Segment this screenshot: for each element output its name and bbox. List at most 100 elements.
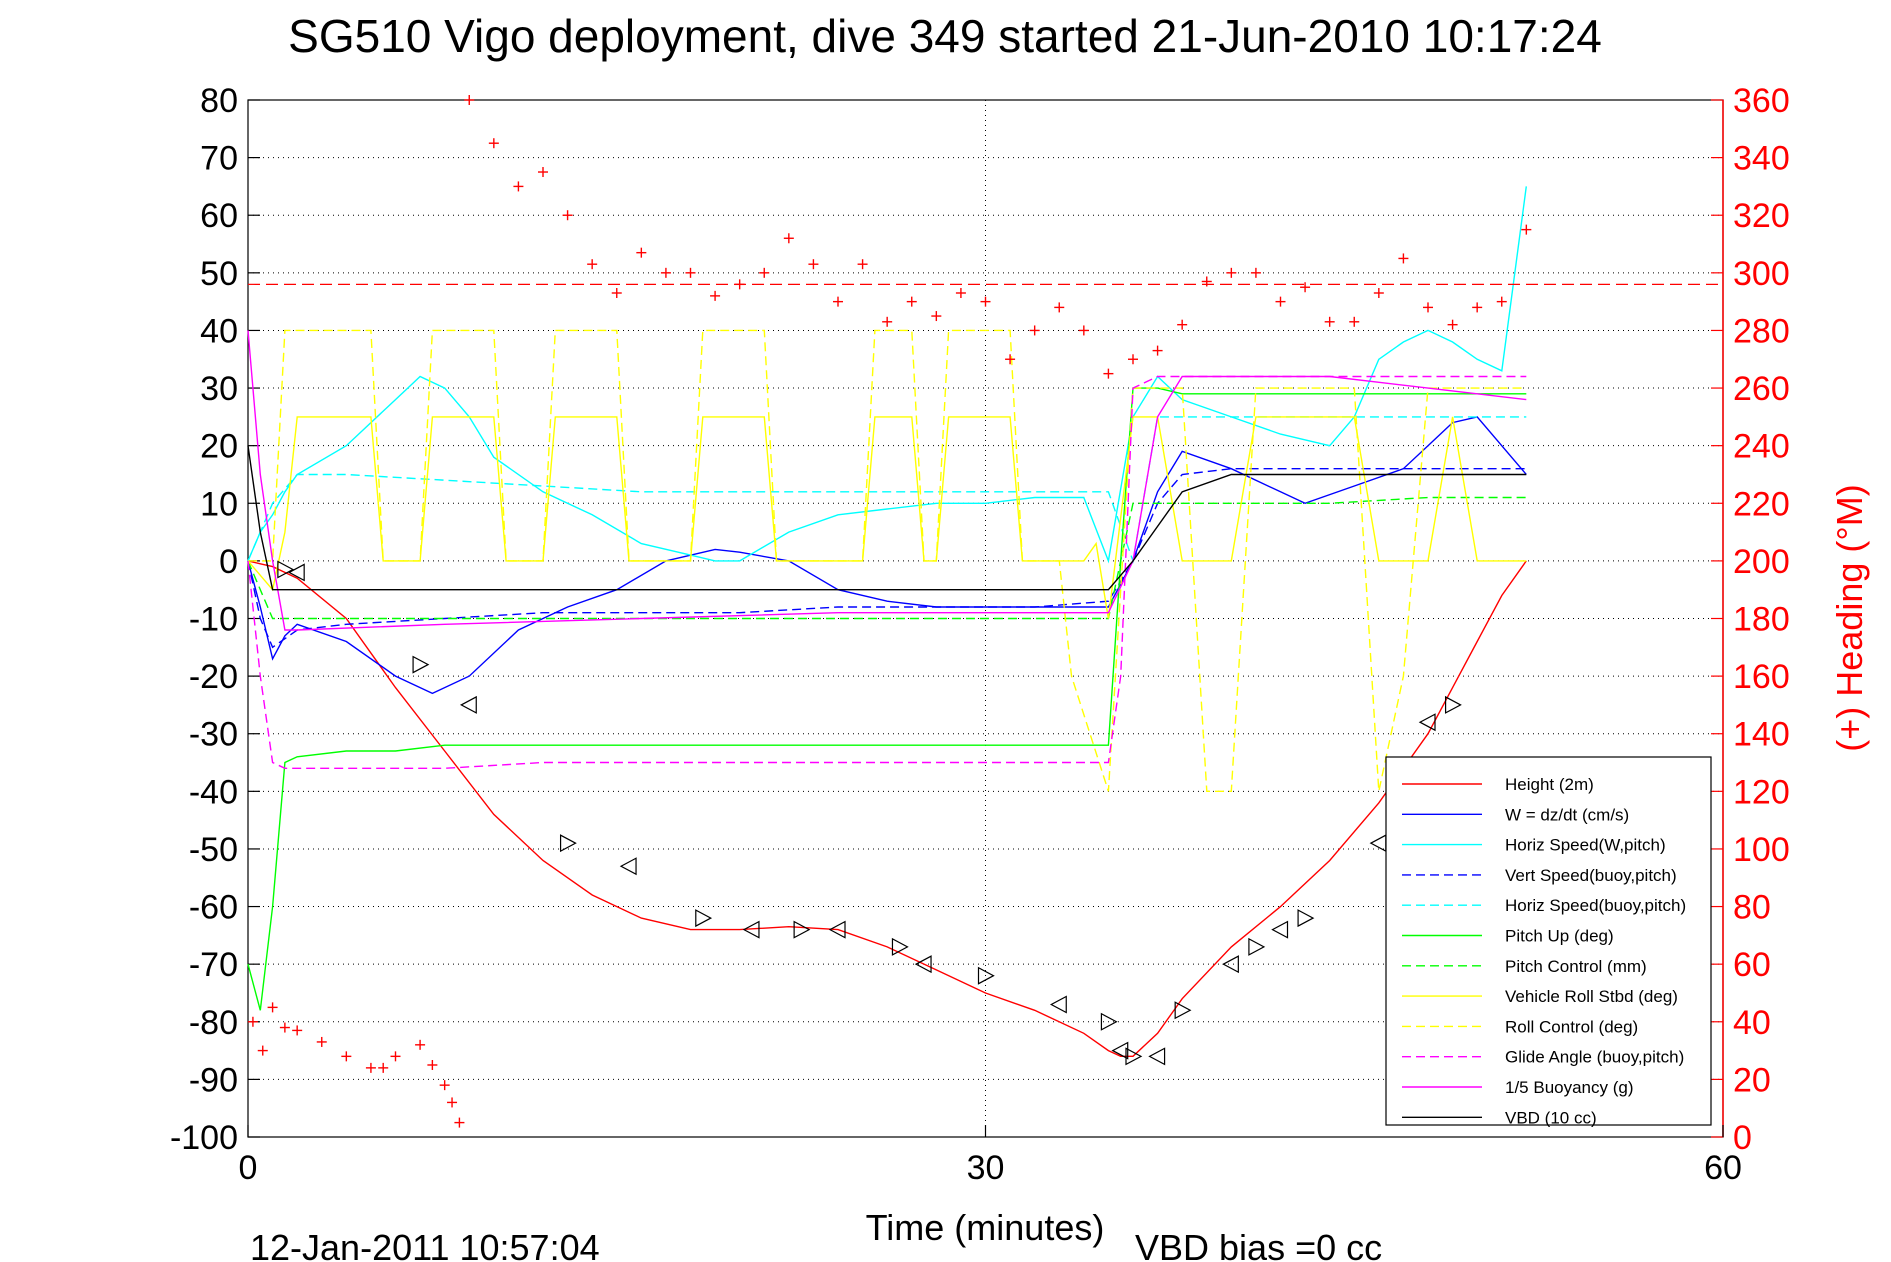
turn-marker xyxy=(277,560,295,579)
x-axis: 0 30 60 xyxy=(239,1125,1742,1187)
legend-label-1: W = dz/dt (cm/s) xyxy=(1505,805,1629,824)
legend-label-7: Vehicle Roll Stbd (deg) xyxy=(1505,987,1678,1006)
legend: Height (2m) W = dz/dt (cm/s) Horiz Speed(W… xyxy=(1385,756,1712,1127)
heading-marker xyxy=(390,1051,401,1062)
y-tick-label-left: 80 xyxy=(200,82,238,120)
heading-marker xyxy=(660,267,671,278)
heading-marker xyxy=(1423,302,1433,313)
series-line-0 xyxy=(247,560,1527,1058)
turn-marker xyxy=(459,695,477,714)
heading-marker xyxy=(488,138,499,149)
turn-marker xyxy=(1271,920,1289,939)
series-line-4 xyxy=(247,416,1527,564)
heading-marker xyxy=(611,287,622,298)
y-tick-label-right: 220 xyxy=(1733,485,1790,523)
heading-marker xyxy=(341,1051,352,1062)
y-tick-label-right: 100 xyxy=(1733,831,1790,869)
turn-marker xyxy=(1444,695,1462,714)
y-tick-label-left: -60 xyxy=(189,889,238,927)
turn-marker xyxy=(793,920,811,939)
heading-marker xyxy=(710,290,721,301)
y-tick-label-left: -40 xyxy=(189,773,238,811)
heading-markers xyxy=(247,95,1532,1128)
heading-marker xyxy=(1521,224,1532,235)
legend-box xyxy=(1385,756,1712,1126)
y-tick-label-right: 280 xyxy=(1733,312,1790,350)
y-tick-label-right: 320 xyxy=(1733,197,1790,235)
heading-marker xyxy=(454,1117,465,1128)
heading-marker xyxy=(1300,282,1311,293)
heading-marker xyxy=(1349,316,1360,327)
turn-marker xyxy=(1049,995,1067,1014)
turn-marker xyxy=(1248,937,1266,956)
heading-marker xyxy=(1128,354,1138,365)
heading-marker xyxy=(1472,302,1483,313)
legend-label-11: VBD (10 cc) xyxy=(1505,1108,1597,1127)
series-line-3 xyxy=(247,468,1527,649)
y-tick-label-left: -90 xyxy=(189,1061,238,1099)
heading-marker xyxy=(636,247,647,258)
y-axis-right-label: (+) Heading (°M) xyxy=(1829,484,1870,751)
heading-marker xyxy=(427,1059,438,1070)
heading-marker xyxy=(464,95,475,105)
y-tick-label-right: 360 xyxy=(1733,82,1790,120)
y-tick-label-right: 340 xyxy=(1733,140,1790,178)
heading-marker xyxy=(1373,287,1384,298)
turn-markers xyxy=(277,560,1462,1066)
legend-label-6: Pitch Control (mm) xyxy=(1505,957,1647,976)
heading-marker xyxy=(257,1045,268,1056)
legend-label-4: Horiz Speed(buoy,pitch) xyxy=(1505,896,1686,915)
turn-marker xyxy=(977,966,995,985)
turn-marker xyxy=(1148,1047,1166,1066)
series-line-11 xyxy=(247,445,1527,591)
heading-marker xyxy=(1398,253,1409,264)
y-tick-label-left: 10 xyxy=(200,485,238,523)
y-tick-label-left: -30 xyxy=(189,716,238,754)
y-tick-label-right: 300 xyxy=(1733,255,1790,293)
heading-marker xyxy=(365,1062,376,1073)
legend-label-9: Glide Angle (buoy,pitch) xyxy=(1505,1048,1684,1067)
heading-marker xyxy=(882,316,893,327)
turn-marker xyxy=(1418,713,1436,732)
turn-marker xyxy=(1111,1041,1129,1060)
heading-marker xyxy=(279,1022,290,1033)
heading-marker xyxy=(1177,319,1188,330)
heading-marker xyxy=(513,181,524,192)
heading-marker xyxy=(1250,267,1261,278)
heading-marker xyxy=(562,210,573,221)
turn-marker xyxy=(1297,909,1315,928)
footer-vbd-bias: VBD bias =0 cc xyxy=(1135,1227,1382,1262)
heading-marker xyxy=(734,279,745,290)
heading-marker xyxy=(292,1025,303,1036)
y-tick-label-right: 20 xyxy=(1733,1061,1771,1099)
heading-marker xyxy=(1496,296,1507,307)
turn-marker xyxy=(695,909,713,928)
heading-marker xyxy=(980,296,991,307)
heading-marker xyxy=(783,233,794,244)
y-tick-label-left: 20 xyxy=(200,428,238,466)
legend-label-8: Roll Control (deg) xyxy=(1505,1017,1638,1036)
y-tick-label-right: 200 xyxy=(1733,543,1790,581)
y-tick-label-right: 140 xyxy=(1733,716,1790,754)
y-tick-label-right: 60 xyxy=(1733,946,1771,984)
y-tick-label-right: 260 xyxy=(1733,370,1790,408)
heading-marker xyxy=(955,287,966,298)
heading-marker xyxy=(267,1002,278,1013)
series-layer xyxy=(247,186,1723,1058)
y-tick-label-right: 160 xyxy=(1733,658,1790,696)
chart-title: SG510 Vigo deployment, dive 349 started … xyxy=(288,10,1602,62)
x-tick-label: 30 xyxy=(967,1149,1005,1187)
heading-marker xyxy=(1226,267,1237,278)
turn-marker xyxy=(287,563,305,582)
y-tick-label-left: -20 xyxy=(189,658,238,696)
y-tick-label-right: 0 xyxy=(1733,1119,1752,1157)
y-tick-label-left: 70 xyxy=(200,140,238,178)
legend-label-10: 1/5 Buoyancy (g) xyxy=(1505,1078,1634,1097)
series-line-7 xyxy=(247,416,1527,619)
heading-marker xyxy=(587,259,598,270)
x-axis-label: Time (minutes) xyxy=(866,1207,1105,1248)
y-axis-left: -100-90-80-70-60-50-40-30-20-10010203040… xyxy=(170,82,260,1157)
heading-marker xyxy=(1324,316,1335,327)
y-tick-label-left: 40 xyxy=(200,312,238,350)
series-line-1 xyxy=(247,416,1527,695)
